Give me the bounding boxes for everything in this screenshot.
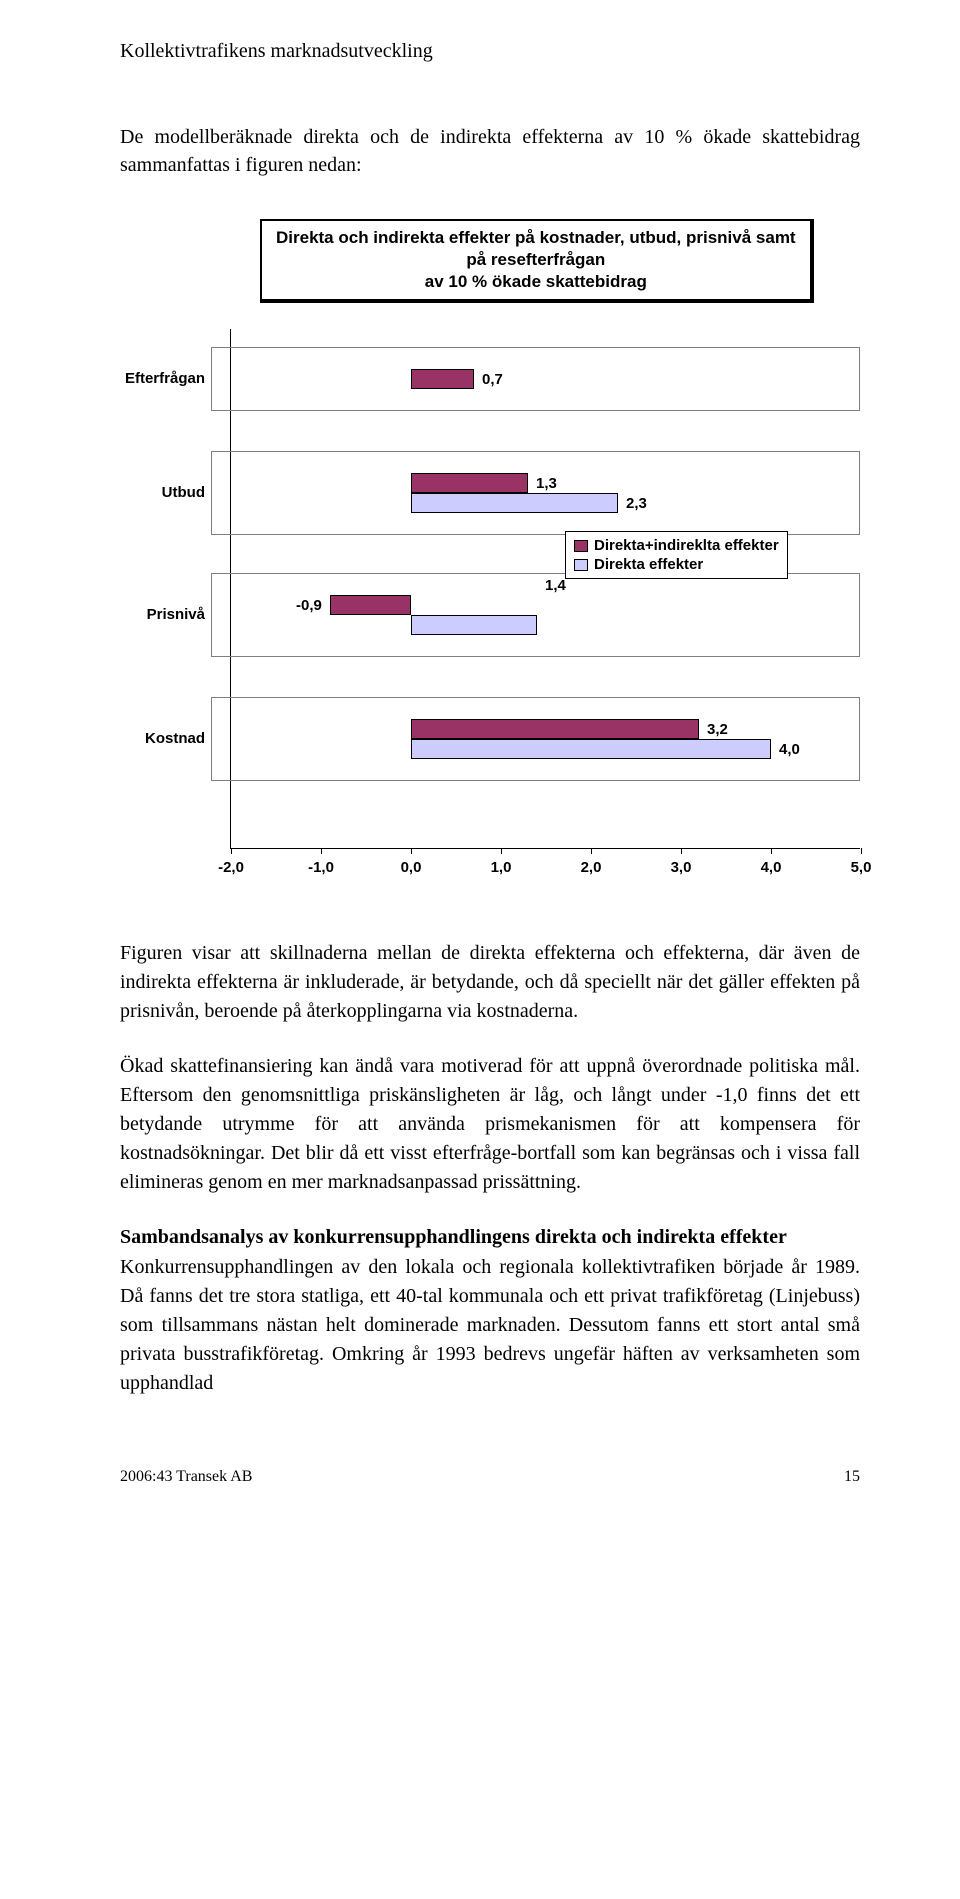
bar-value-label: 1,4 <box>545 577 566 594</box>
plot-area: 0,71,32,3-0,91,43,24,0-2,0-1,00,01,02,03… <box>230 329 860 849</box>
legend-swatch <box>574 559 588 571</box>
x-tick-label: 1,0 <box>491 859 512 876</box>
bar <box>411 719 699 739</box>
body-paragraph: Ökad skattefinansiering kan ändå vara mo… <box>120 1052 860 1197</box>
legend-item: Direkta+indireklta effekter <box>574 536 779 555</box>
chart-title-line: av 10 % ökade skattebidrag <box>425 272 647 291</box>
x-tick-label: -2,0 <box>218 859 244 876</box>
legend-label: Direkta+indireklta effekter <box>594 537 779 554</box>
chart-title: Direkta och indirekta effekter på kostna… <box>260 219 814 303</box>
intro-paragraph: De modellberäknade direkta och de indire… <box>120 123 860 179</box>
x-tick-label: 0,0 <box>401 859 422 876</box>
legend-swatch <box>574 540 588 552</box>
bar-value-label: 1,3 <box>536 475 557 492</box>
bar <box>330 595 411 615</box>
category-group <box>211 347 860 411</box>
bar-value-label: -0,9 <box>296 597 322 614</box>
legend-label: Direkta effekter <box>594 556 703 573</box>
x-tick-label: -1,0 <box>308 859 334 876</box>
x-tick-label: 2,0 <box>581 859 602 876</box>
body-paragraph: Konkurrensupphandlingen av den lokala oc… <box>120 1253 860 1398</box>
chart-figure: Direkta och indirekta effekter på kostna… <box>120 219 860 889</box>
bar <box>411 369 474 389</box>
bar-value-label: 2,3 <box>626 495 647 512</box>
category-label: Prisnivå <box>120 606 205 623</box>
section-subheading: Sambandsanalys av konkurrensupphandlinge… <box>120 1223 860 1251</box>
legend-item: Direkta effekter <box>574 555 779 574</box>
bar <box>411 473 528 493</box>
x-tick-label: 5,0 <box>851 859 872 876</box>
bar-value-label: 0,7 <box>482 371 503 388</box>
footer-page-number: 15 <box>844 1468 860 1486</box>
bar-value-label: 3,2 <box>707 721 728 738</box>
page-footer: 2006:43 Transek AB 15 <box>120 1468 860 1486</box>
running-header: Kollektivtrafikens marknadsutveckling <box>120 40 860 63</box>
bar <box>411 493 618 513</box>
body-paragraph: Figuren visar att skillnaderna mellan de… <box>120 939 860 1026</box>
bar <box>411 739 771 759</box>
category-label: Kostnad <box>120 730 205 747</box>
category-label: Efterfrågan <box>120 370 205 387</box>
chart-title-line: Direkta och indirekta effekter på kostna… <box>276 228 796 247</box>
x-tick-label: 3,0 <box>671 859 692 876</box>
chart-title-line: på resefterfrågan <box>466 250 605 269</box>
bar <box>411 615 537 635</box>
chart-area: 0,7 1,3 2,3 -0,9 1,4 3,2 4,0 -2,0 -1,0 0,0 1,0 2,0 3… <box>120 329 870 889</box>
footer-left: 2006:43 Transek AB <box>120 1468 252 1486</box>
chart-legend: Direkta+indireklta effekter Direkta effe… <box>565 531 788 579</box>
x-tick-label: 4,0 <box>761 859 782 876</box>
category-label: Utbud <box>120 484 205 501</box>
bar-value-label: 4,0 <box>779 741 800 758</box>
